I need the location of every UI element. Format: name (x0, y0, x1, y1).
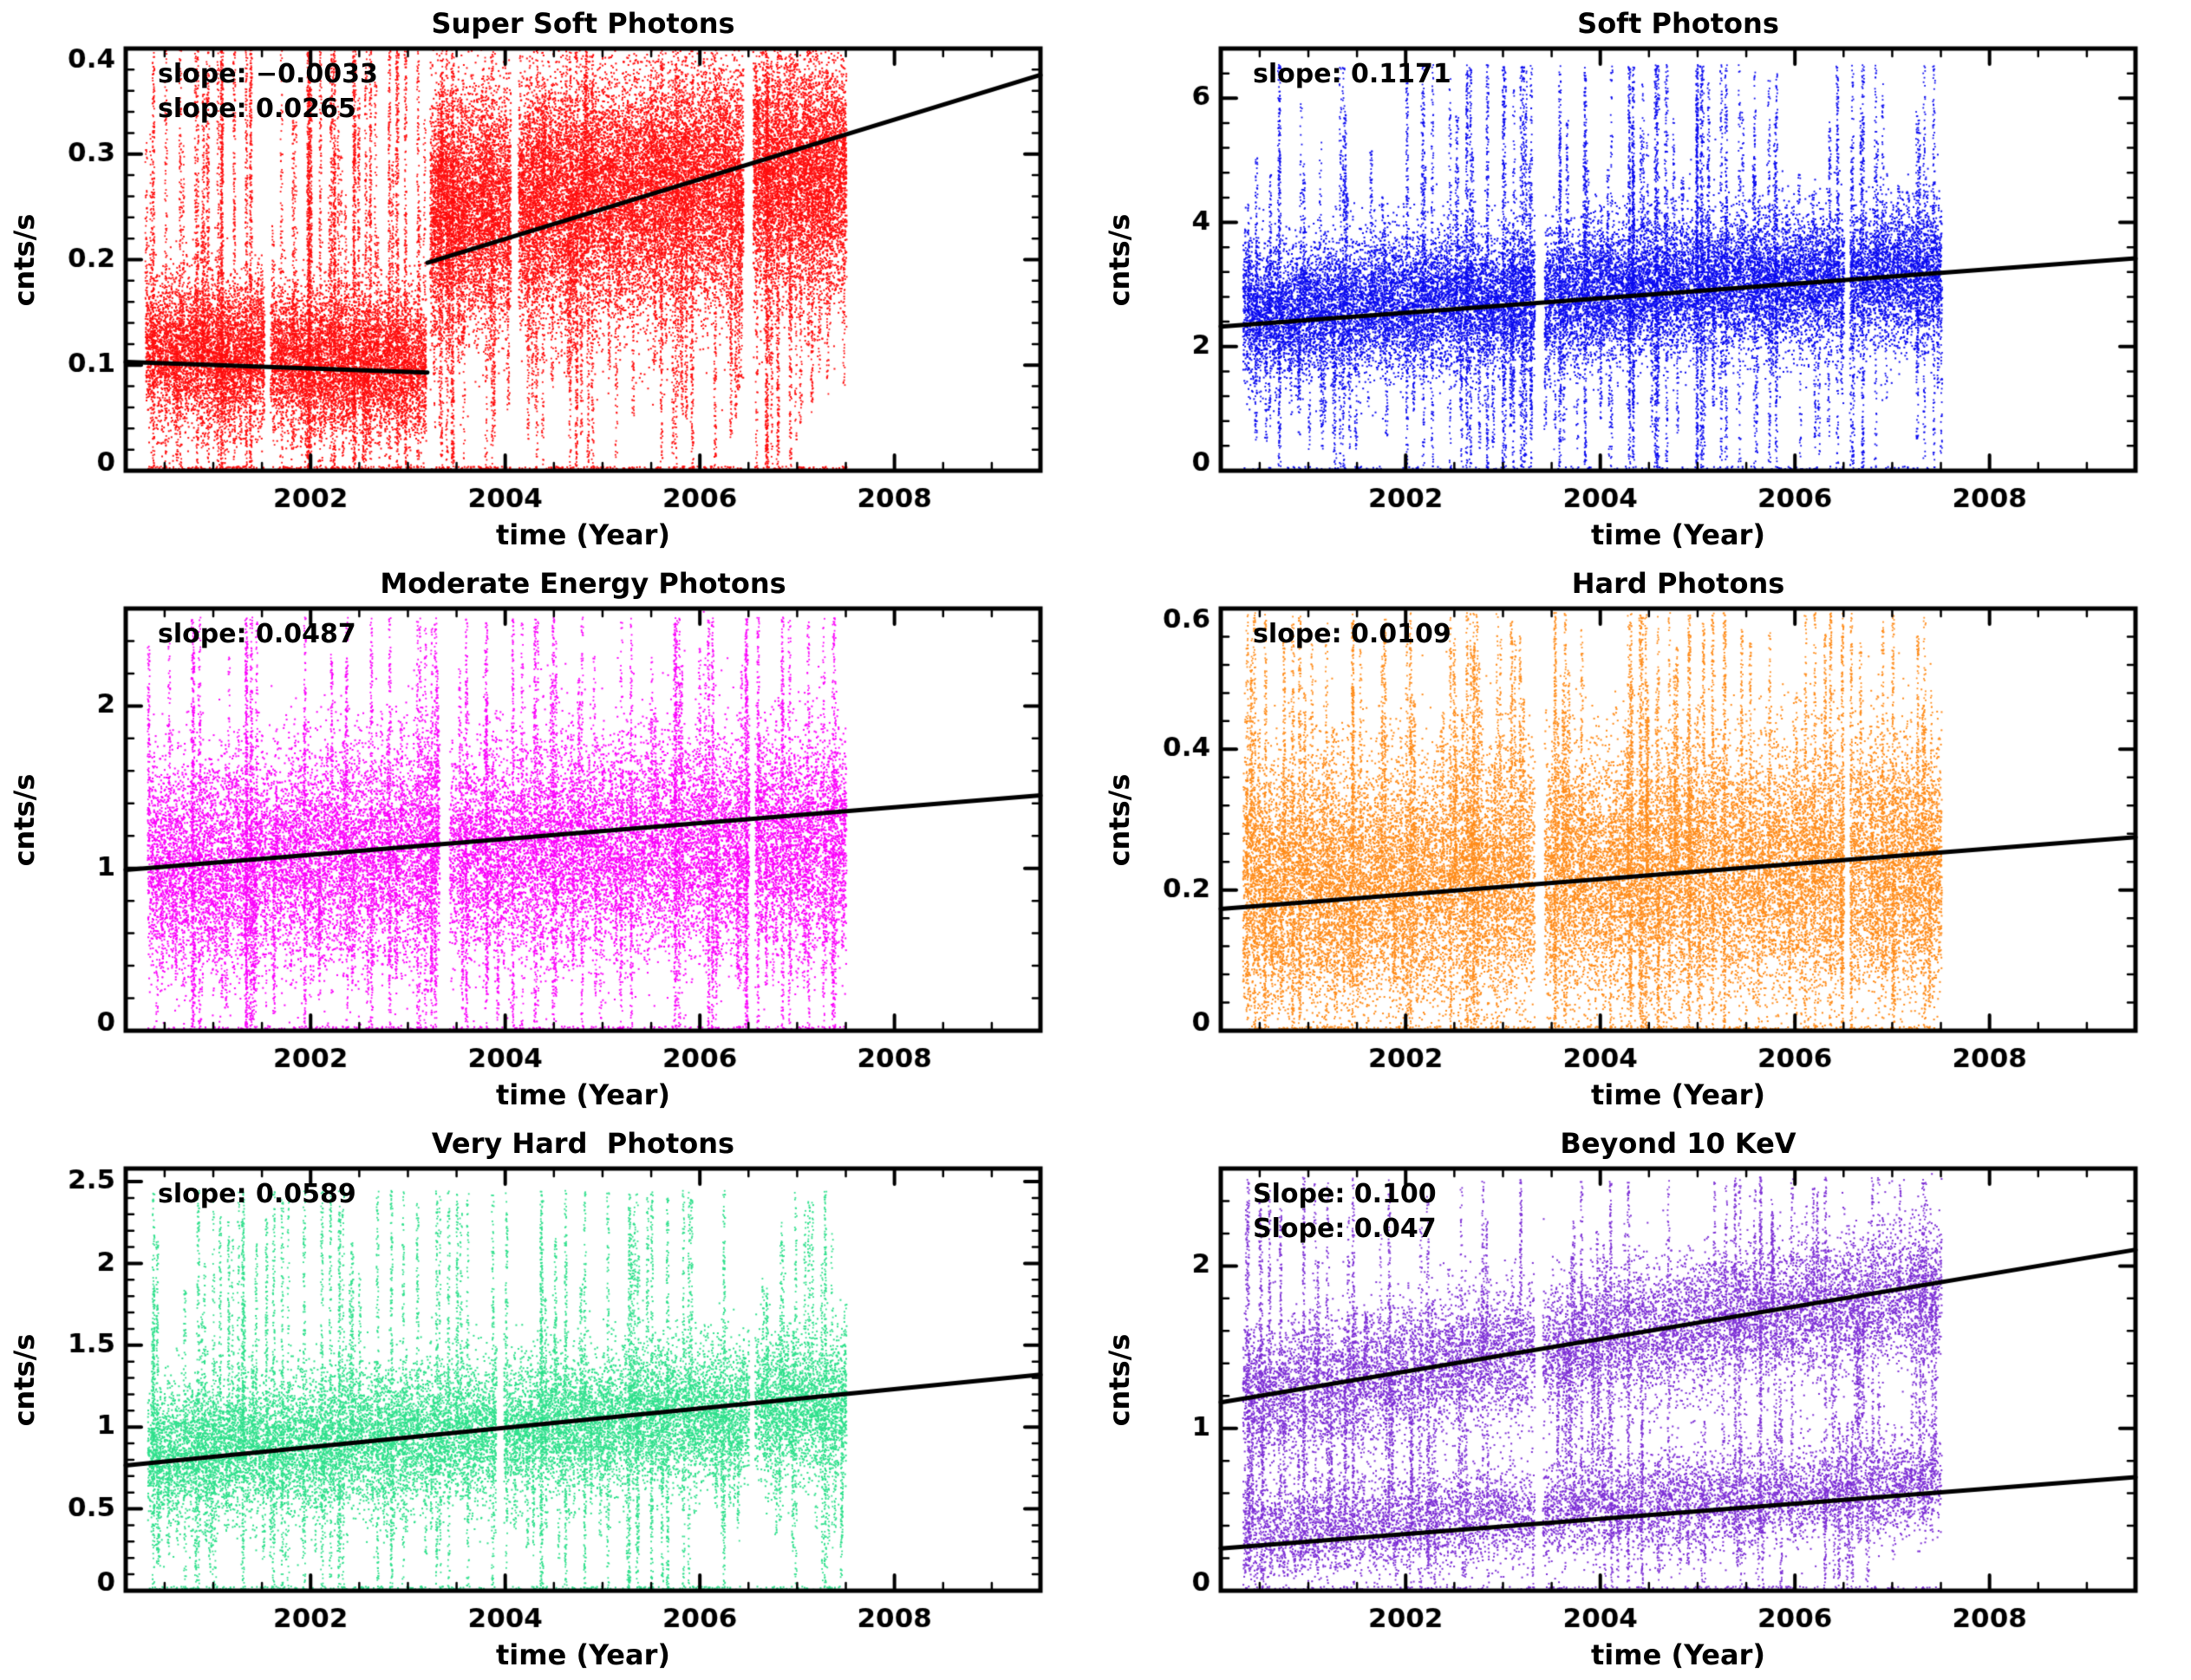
slope-annotation: slope: 0.0487 (158, 619, 356, 649)
x-axis-label: time (Year) (495, 518, 670, 551)
slope-annotations: slope: −0.0033 slope: 0.0265 (158, 57, 378, 127)
x-axis-label: time (Year) (495, 1638, 670, 1671)
very-hard-photons-chart (48, 1162, 1053, 1634)
slope-annotation: Slope: 0.047 (1253, 1214, 1437, 1244)
panel-very-hard-photons: Very Hard Photons cnts/s slope: 0.0589 t… (0, 1120, 1095, 1680)
slope-annotations: Slope: 0.100 Slope: 0.047 (1253, 1177, 1437, 1247)
hard-photons-chart (1143, 602, 2149, 1074)
slope-annotation: slope: −0.0033 (158, 59, 378, 89)
slope-annotations: slope: 0.1171 (1253, 57, 1451, 92)
y-axis-label: cnts/s (8, 1333, 41, 1427)
panel-beyond-10-kev: Beyond 10 KeV cnts/s Slope: 0.100 Slope:… (1095, 1120, 2191, 1680)
x-axis-label: time (Year) (1590, 518, 1765, 551)
slope-annotation: Slope: 0.100 (1253, 1179, 1437, 1209)
slope-annotation: slope: 0.0589 (158, 1179, 356, 1209)
y-axis-label: cnts/s (1103, 773, 1136, 867)
y-axis-label: cnts/s (8, 773, 41, 867)
slope-annotation: slope: 0.0109 (1253, 619, 1451, 649)
panel-moderate-energy-photons: Moderate Energy Photons cnts/s slope: 0.… (0, 560, 1095, 1120)
x-axis-label: time (Year) (1590, 1078, 1765, 1111)
soft-photons-chart (1143, 42, 2149, 514)
chart-title: Hard Photons (1571, 567, 1785, 600)
y-axis-label: cnts/s (8, 213, 41, 307)
chart-title: Beyond 10 KeV (1560, 1127, 1796, 1160)
x-axis-label: time (Year) (1590, 1638, 1765, 1671)
slope-annotation: slope: 0.0265 (158, 94, 356, 124)
panel-hard-photons: Hard Photons cnts/s slope: 0.0109 time (… (1095, 560, 2191, 1120)
super-soft-photons-chart (48, 42, 1053, 514)
chart-title: Very Hard Photons (431, 1127, 735, 1160)
slope-annotations: slope: 0.0589 (158, 1177, 356, 1212)
chart-title: Soft Photons (1577, 7, 1779, 40)
chart-title: Moderate Energy Photons (380, 567, 786, 600)
slope-annotations: slope: 0.0109 (1253, 617, 1451, 652)
slope-annotation: slope: 0.1171 (1253, 59, 1451, 89)
panel-soft-photons: Soft Photons cnts/s slope: 0.1171 time (… (1095, 0, 2191, 560)
moderate-energy-photons-chart (48, 602, 1053, 1074)
x-axis-label: time (Year) (495, 1078, 670, 1111)
slope-annotations: slope: 0.0487 (158, 617, 356, 652)
panel-super-soft-photons: Super Soft Photons cnts/s slope: −0.0033… (0, 0, 1095, 560)
y-axis-label: cnts/s (1103, 213, 1136, 307)
y-axis-label: cnts/s (1103, 1333, 1136, 1427)
beyond-10-kev-chart (1143, 1162, 2149, 1634)
chart-title: Super Soft Photons (431, 7, 735, 40)
